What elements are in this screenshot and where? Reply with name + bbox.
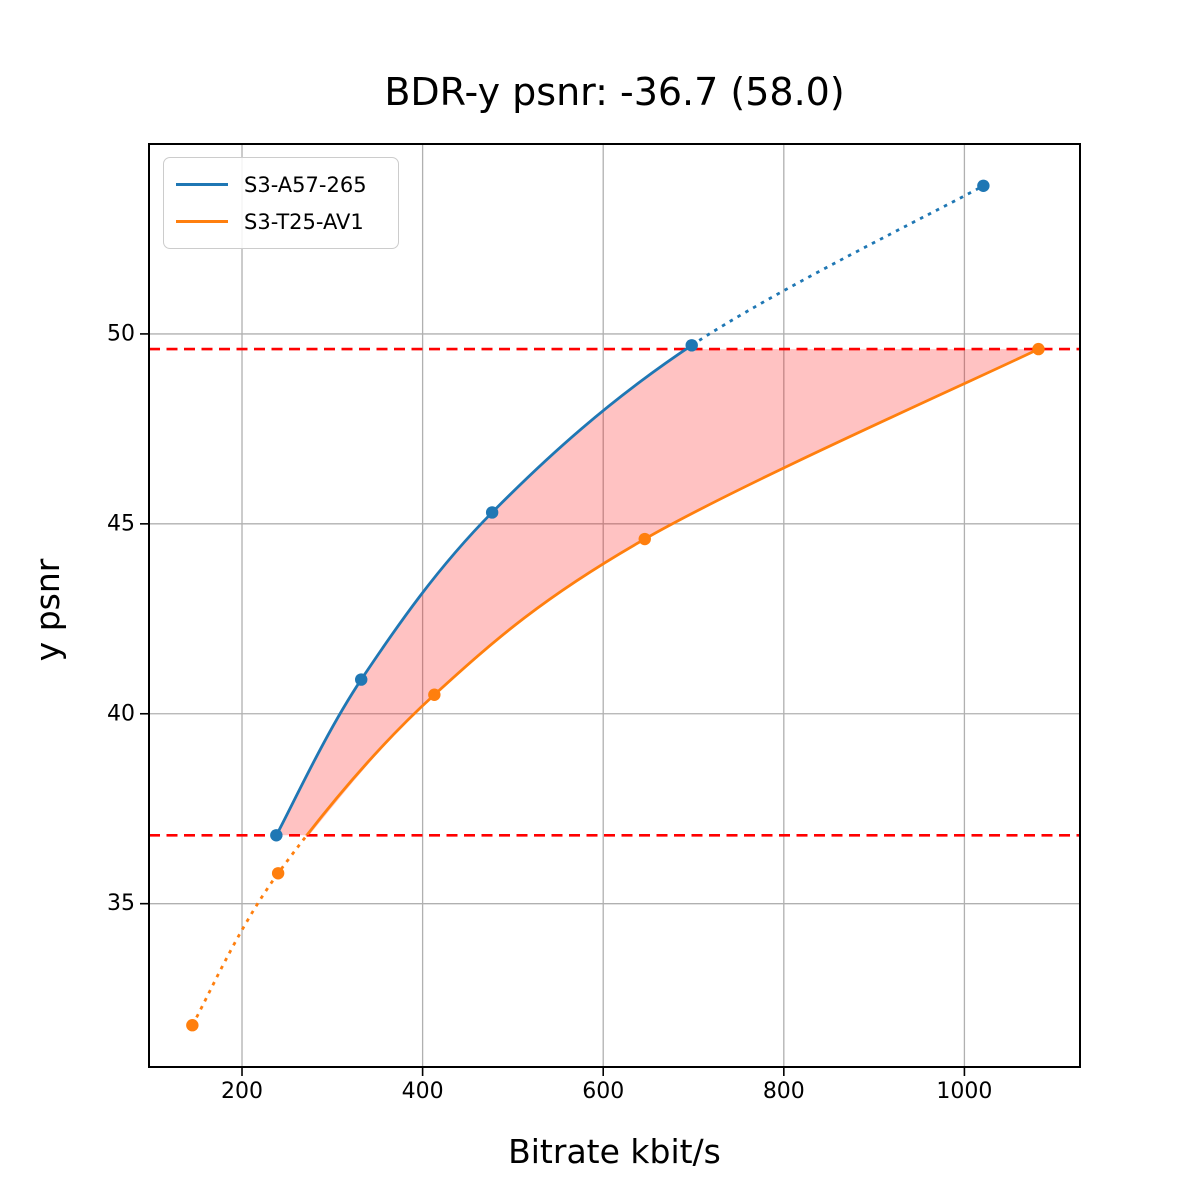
ticks <box>140 333 966 1076</box>
series-path-s3-t25-av1-dotted <box>191 835 309 1026</box>
chart-title: BDR-y psnr: -36.7 (58.0) <box>384 70 845 114</box>
x-tick-label: 1000 <box>936 1079 992 1104</box>
series-path-s3-t25-av1-solid <box>305 347 1040 836</box>
legend-line-blue <box>176 182 228 187</box>
x-tick-label: 800 <box>763 1079 805 1104</box>
legend-item-s3-a57-265: S3-A57-265 <box>176 166 386 203</box>
x-tick-label: 600 <box>582 1079 624 1104</box>
legend-label: S3-A57-265 <box>244 172 367 197</box>
data-point-marker <box>485 506 499 519</box>
y-tick-label: 35 <box>107 891 135 916</box>
series-path-s3-a57-265-solid <box>275 344 693 836</box>
x-tick-label: 400 <box>402 1079 444 1104</box>
tick-labels: 200 400 600 800 1000 35 40 45 50 <box>107 321 992 1104</box>
legend-item-s3-t25-av1: S3-T25-AV1 <box>176 203 386 240</box>
y-tick-label: 50 <box>107 321 135 346</box>
data-point-marker <box>186 1019 199 1032</box>
bd-fill-region <box>276 349 1039 836</box>
data-point-marker <box>977 179 990 192</box>
x-axis-label: Bitrate kbit/s <box>508 1132 721 1171</box>
legend-label: S3-T25-AV1 <box>244 209 364 234</box>
grid <box>149 144 1080 1067</box>
legend: S3-A57-265 S3-T25-AV1 <box>163 157 399 249</box>
axes-border <box>148 143 1081 1068</box>
data-point-marker <box>270 829 283 842</box>
y-tick-label: 45 <box>107 511 135 536</box>
data-point-marker <box>355 673 368 686</box>
y-tick-label: 40 <box>107 701 135 726</box>
data-point-marker <box>638 532 651 546</box>
data-point-marker <box>1032 342 1045 356</box>
data-point-marker <box>271 867 285 880</box>
data-point-marker <box>685 339 698 352</box>
x-tick-label: 200 <box>221 1079 263 1104</box>
series-path-s3-a57-265-dotted <box>690 184 985 347</box>
data-point-marker <box>428 688 441 701</box>
legend-line-orange <box>176 219 228 224</box>
